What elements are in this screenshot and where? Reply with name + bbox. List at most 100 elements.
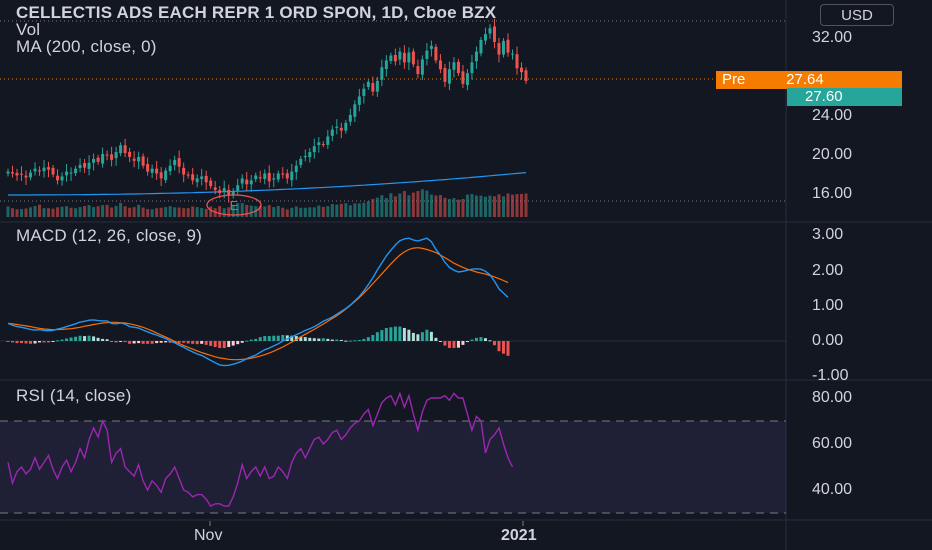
volume-bar	[524, 193, 528, 217]
last-price-tag: 27.60	[787, 88, 902, 106]
volume-bar	[38, 204, 42, 217]
premarket-value: 27.64	[786, 71, 824, 88]
volume-bar	[204, 208, 208, 217]
macd-histogram-bar	[146, 341, 150, 344]
macd-histogram-bar	[42, 341, 46, 343]
macd-histogram-bar	[411, 332, 415, 341]
candle-body	[87, 162, 91, 169]
candle-body	[60, 176, 64, 181]
candle-body	[411, 51, 415, 65]
volume-bar	[366, 201, 370, 217]
candle-body	[285, 173, 289, 179]
macd-histogram-bar	[209, 341, 213, 346]
macd-histogram-bar	[402, 327, 406, 341]
volume-bar	[195, 207, 199, 217]
macd-histogram-bar	[474, 337, 478, 341]
volume-bar	[11, 208, 15, 217]
volume-bar	[245, 204, 249, 217]
macd-histogram-bar	[60, 339, 64, 341]
volume-bar	[497, 194, 501, 217]
candle-body	[272, 178, 276, 180]
candle-body	[290, 171, 294, 181]
candle-body	[29, 172, 33, 178]
candle-body	[420, 59, 424, 75]
macd-histogram-bar	[227, 341, 231, 347]
volume-bar	[119, 202, 123, 217]
candle-body	[326, 136, 330, 145]
macd-histogram-bar	[434, 337, 438, 341]
macd-histogram-bar	[33, 341, 37, 344]
candle-body	[371, 83, 375, 92]
rsi-axis-tick: 60.00	[812, 435, 853, 452]
macd-histogram-bar	[447, 341, 451, 349]
volume-bar	[186, 208, 190, 217]
macd-histogram-bar	[65, 338, 69, 341]
price-axis-tick: 24.00	[812, 107, 853, 124]
candle-body	[407, 52, 411, 63]
volume-bar	[506, 193, 510, 217]
macd-histogram-bar	[321, 338, 325, 341]
volume-bar	[461, 198, 465, 217]
candle-body	[186, 174, 190, 176]
candle-body	[141, 156, 145, 166]
volume-bar	[474, 195, 478, 217]
volume-bar	[6, 206, 10, 217]
currency-button[interactable]: USD	[820, 4, 894, 26]
candle-body	[416, 66, 420, 75]
candle-body	[393, 54, 397, 62]
candle-body	[146, 163, 150, 172]
volume-bar	[47, 208, 51, 217]
candle-body	[155, 168, 159, 174]
candle-body	[479, 39, 483, 54]
volume-bar	[483, 196, 487, 217]
macd-histogram-bar	[308, 337, 312, 341]
candle-body	[434, 46, 438, 61]
volume-bar	[308, 207, 312, 217]
volume-bar	[51, 208, 55, 217]
candle-body	[335, 126, 339, 128]
macd-histogram-bar	[366, 337, 370, 341]
volume-bar	[492, 196, 496, 217]
candle-body	[65, 171, 69, 176]
rsi-line	[7, 391, 514, 508]
macd-histogram-bar	[362, 338, 366, 341]
candle-body	[110, 154, 114, 160]
macd-histogram-bar	[335, 339, 339, 341]
volume-bar	[182, 208, 186, 217]
volume-bar	[438, 195, 442, 217]
macd-histogram-bar	[168, 341, 172, 343]
macd-histogram-bar	[317, 338, 321, 341]
volume-bar	[78, 207, 82, 217]
macd-histogram-bar	[47, 341, 51, 343]
macd-histogram-bar	[159, 341, 163, 343]
candle-body	[384, 60, 388, 70]
candle-body	[456, 61, 460, 74]
macd-histogram-bar	[15, 341, 19, 344]
candle-body	[353, 104, 357, 117]
candle-body	[506, 39, 510, 53]
candle-body	[78, 164, 82, 169]
volume-bar	[168, 206, 172, 217]
macd-histogram-bar	[222, 341, 226, 349]
macd-histogram-bar	[123, 341, 127, 343]
volume-bar	[317, 205, 321, 217]
macd-histogram-bar	[389, 327, 393, 341]
candle-body	[263, 173, 267, 179]
volume-bar	[114, 206, 118, 217]
candle-body	[51, 167, 55, 175]
candle-body	[402, 52, 406, 63]
volume-bar	[105, 204, 109, 217]
macd-axis-tick: -1.00	[812, 367, 849, 385]
macd-histogram-bar	[105, 339, 109, 341]
candle-body	[344, 122, 348, 131]
macd-histogram-bar	[204, 341, 208, 345]
volume-bar	[15, 209, 19, 217]
volume-bar	[132, 207, 136, 217]
volume-bar	[42, 208, 46, 217]
candle-body	[357, 96, 361, 105]
macd-histogram-bar	[182, 341, 186, 343]
macd-histogram-bar	[24, 341, 28, 344]
volume-bar	[227, 207, 231, 217]
macd-histogram-bar	[488, 340, 492, 342]
